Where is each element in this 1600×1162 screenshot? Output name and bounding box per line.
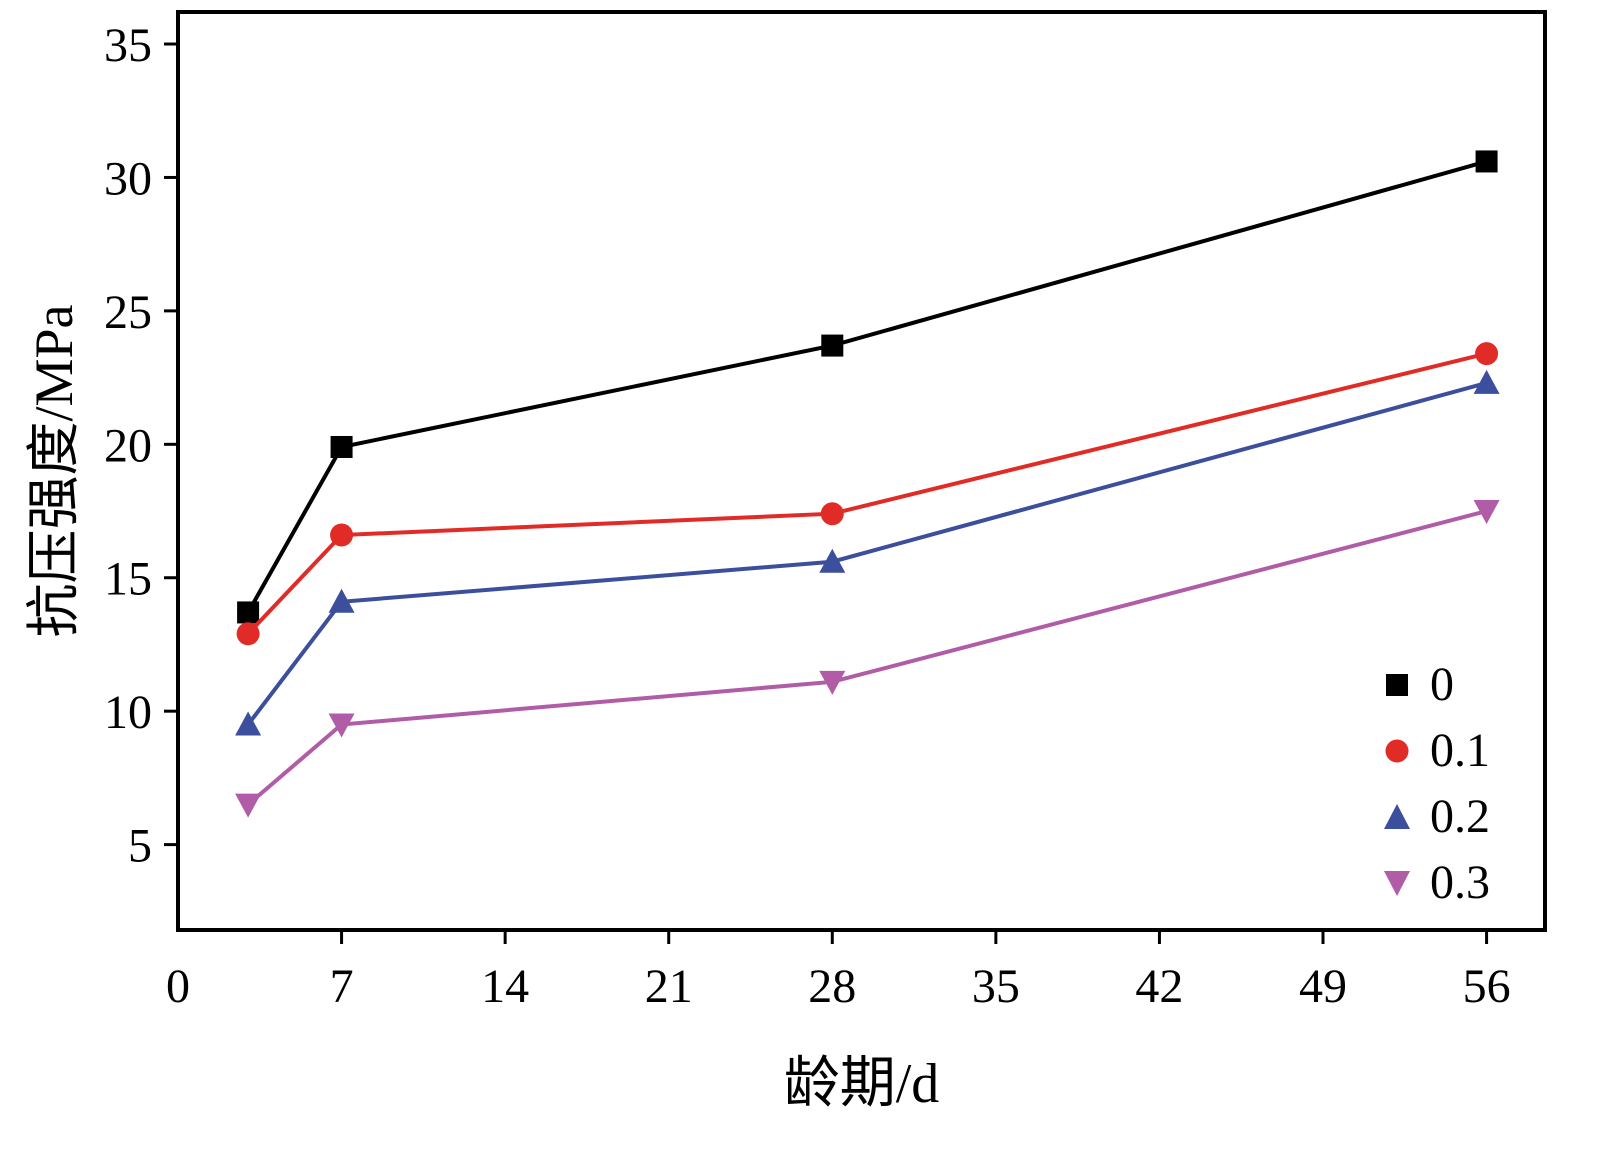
square-marker-icon [1475,150,1498,173]
legend-item: 0 [1382,652,1490,718]
triangle-up-marker-icon [1473,369,1500,394]
x-tick-label: 28 [808,960,856,1013]
series-line [246,509,1488,807]
legend-item: 0.3 [1382,850,1490,916]
series-0.3 [235,500,1500,818]
square-marker-icon [330,435,353,458]
triangle-down-marker-icon [819,670,846,695]
legend-label: 0 [1430,658,1454,711]
legend-label: 0.2 [1430,790,1490,843]
legend-marker-circle-icon [1382,736,1412,766]
y-axis-title: 抗压强度/MPa [24,304,84,638]
x-tick-label: 21 [645,960,693,1013]
triangle-down-marker-icon [1473,500,1500,525]
series-0.2 [235,369,1500,736]
y-tick-label: 10 [104,686,152,739]
y-tick-label: 35 [104,19,152,72]
x-tick-label: 35 [972,960,1020,1013]
triangle-up-marker-icon [328,588,355,613]
legend-marker-triangle-down-icon [1382,868,1412,898]
square-marker-icon [821,334,844,357]
legend-marker-triangle-up-icon [1382,802,1412,832]
x-tick-label: 49 [1299,960,1347,1013]
square-marker-icon [237,601,260,624]
triangle-down-marker-icon [328,713,355,738]
y-tick-label: 20 [104,419,152,472]
x-tick-label: 0 [166,960,190,1013]
y-tick-label: 5 [128,820,152,873]
x-tick-label: 56 [1463,960,1511,1013]
x-tick-label: 42 [1135,960,1183,1013]
legend-marker-square-icon [1382,670,1412,700]
circle-marker-icon [1475,342,1499,366]
x-tick-label: 7 [330,960,354,1013]
series-line [246,381,1488,726]
legend-label: 0.3 [1430,856,1490,909]
x-tick-label: 14 [481,960,529,1013]
series-line [246,351,1488,636]
circle-marker-icon [236,622,260,646]
x-axis-title: 龄期/d [783,1053,940,1115]
triangle-down-marker-icon [235,793,262,818]
plot-frame [176,10,1547,932]
series-line [246,159,1488,614]
legend-item: 0.2 [1382,784,1490,850]
triangle-up-marker-icon [235,711,262,736]
y-tick-label: 25 [104,286,152,339]
circle-marker-icon [330,523,354,547]
legend-label: 0.1 [1430,724,1490,777]
y-tick-label: 15 [104,553,152,606]
legend-item: 0.1 [1382,718,1490,784]
series-0 [237,150,1498,624]
circle-marker-icon [820,502,844,526]
legend: 0 0.1 0.2 0.3 [1382,652,1490,916]
triangle-up-marker-icon [819,548,846,573]
series-0.1 [236,342,1499,646]
y-tick-label: 30 [104,152,152,205]
